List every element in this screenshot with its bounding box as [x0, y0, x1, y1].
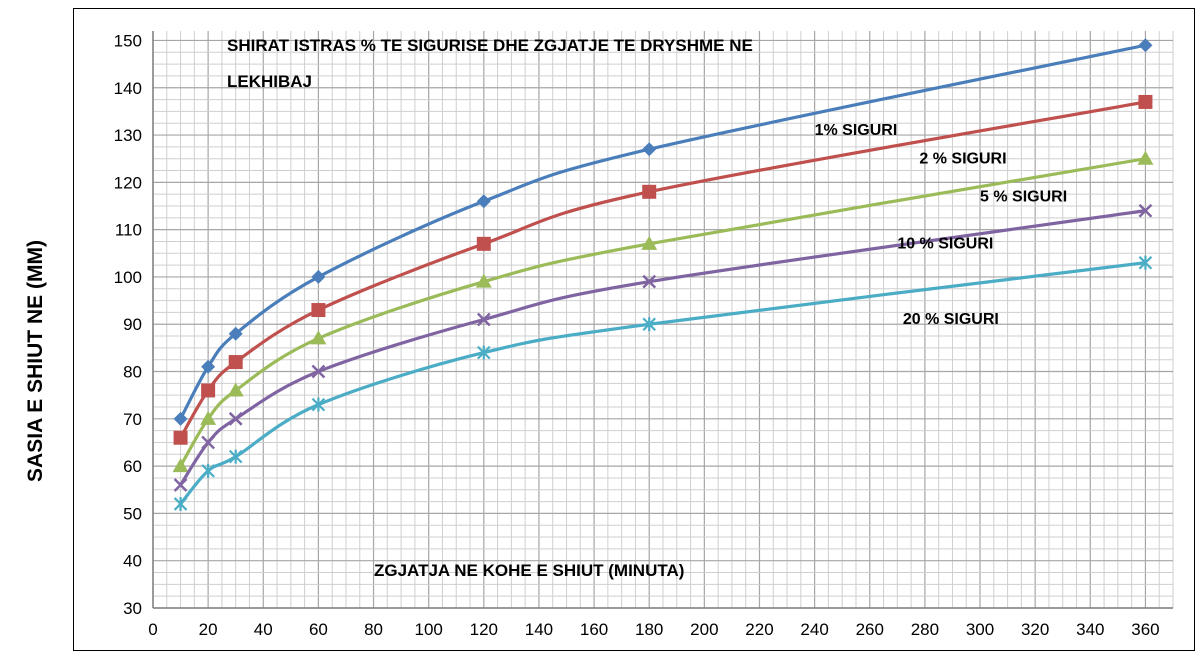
data-point	[201, 383, 216, 398]
data-point	[476, 236, 491, 251]
data-point	[173, 496, 188, 511]
data-point	[228, 326, 243, 341]
y-tick-label: 140	[114, 79, 142, 98]
series-line	[179, 157, 1146, 467]
series	[173, 255, 1153, 511]
x-tick-label: 320	[1021, 620, 1049, 639]
data-point	[227, 382, 244, 397]
y-tick-label: 110	[115, 221, 142, 240]
data-point	[1138, 255, 1153, 270]
data-point	[475, 273, 492, 288]
x-tick-label: 340	[1076, 620, 1104, 639]
x-tick-label: 160	[580, 620, 608, 639]
data-point	[476, 194, 491, 209]
data-point	[311, 364, 326, 379]
x-tick-label: 40	[254, 620, 273, 639]
y-tick-label: 30	[123, 599, 142, 618]
series	[173, 38, 1153, 426]
series-line	[179, 100, 1146, 439]
data-point	[477, 345, 491, 360]
data-point	[1138, 38, 1153, 53]
data-point	[173, 478, 188, 492]
data-point	[201, 359, 216, 374]
curve-label: 2 % SIGURI	[919, 150, 1006, 167]
data-point	[228, 449, 243, 464]
data-point	[311, 269, 326, 284]
series	[173, 203, 1153, 492]
x-tick-label: 220	[745, 620, 773, 639]
data-point	[201, 463, 215, 478]
series-group	[172, 38, 1154, 511]
series	[172, 150, 1154, 473]
data-point	[311, 397, 326, 412]
data-point	[228, 411, 243, 426]
data-point	[641, 235, 658, 250]
x-tick-label: 240	[800, 620, 828, 639]
data-point	[1138, 203, 1153, 218]
y-tick-label: 130	[114, 126, 142, 145]
series-line	[179, 209, 1146, 486]
x-tick-label: 180	[635, 620, 663, 639]
curve-label: 10 % SIGURI	[897, 236, 993, 253]
y-tick-label: 60	[123, 457, 142, 476]
y-tick-label: 100	[114, 268, 142, 287]
x-tick-label: 280	[911, 620, 939, 639]
data-point	[228, 355, 243, 370]
chart-title-line-1: SHIRAT ISTRAS % TE SIGURISE DHE ZGJATJE …	[227, 36, 753, 55]
chart-title-line-2: LEKHIBAJ	[227, 72, 312, 91]
x-tick-label: 140	[525, 620, 553, 639]
curve-label: 1% SIGURI	[815, 122, 898, 139]
grid	[152, 31, 1174, 609]
x-axis-label: ZGJATJA NE KOHE E SHIUT (MINUTA)	[374, 561, 684, 580]
axes: 0 20 40 60 80 100 120 140 160 180 200 220 240 260 280 3…	[114, 31, 1173, 639]
data-point	[476, 312, 491, 327]
y-tick-label: 50	[123, 504, 142, 523]
data-point	[200, 410, 217, 425]
data-point	[310, 330, 327, 345]
data-point	[201, 435, 216, 450]
y-tick-label: 40	[123, 552, 142, 571]
data-point	[642, 274, 657, 289]
x-tick-label: 300	[966, 620, 994, 639]
x-tick-label: 100	[414, 620, 442, 639]
data-point	[642, 317, 656, 332]
data-point	[173, 411, 188, 426]
x-tick-label: 20	[199, 620, 218, 639]
series-line	[179, 43, 1146, 420]
data-point	[1138, 94, 1153, 109]
x-tick-label: 60	[309, 620, 328, 639]
y-tick-label: 120	[114, 173, 142, 192]
data-point	[311, 303, 326, 318]
y-tick-label: 90	[123, 315, 142, 334]
y-tick-label: 150	[114, 31, 142, 50]
x-tick-label: 120	[470, 620, 498, 639]
x-tick-label: 360	[1131, 620, 1159, 639]
series	[173, 94, 1153, 445]
y-tick-label: 70	[123, 410, 142, 429]
data-point	[173, 430, 188, 445]
data-point	[172, 458, 189, 473]
data-point	[1137, 150, 1154, 165]
labels-group: 1% SIGURI 2 % SIGURI 5 % SIGURI 10 % SIGURI…	[227, 36, 1067, 580]
curve-label: 5 % SIGURI	[980, 188, 1067, 205]
x-tick-label: 260	[856, 620, 884, 639]
series-line	[179, 261, 1146, 505]
curve-label: 20 % SIGURI	[903, 311, 999, 328]
data-point	[642, 142, 657, 157]
x-tick-label: 200	[690, 620, 718, 639]
x-tick-label: 80	[364, 620, 383, 639]
x-tick-label: 0	[148, 620, 157, 639]
y-tick-label: 80	[123, 363, 142, 382]
data-point	[642, 184, 657, 199]
